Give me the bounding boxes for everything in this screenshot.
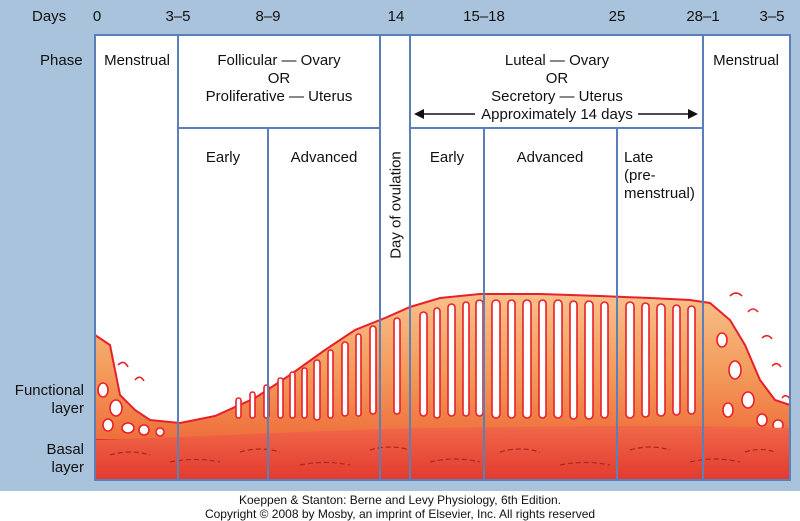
phase-follicular-line: Proliferative — Uterus	[205, 88, 353, 105]
functional-layer-label-line: layer	[51, 400, 84, 417]
phase-luteal-line: OR	[545, 70, 569, 87]
days-label: Days	[32, 8, 67, 25]
day-tick: 15–18	[463, 8, 505, 25]
phase-follicular: Follicular — Ovary OR Proliferative — Ut…	[206, 52, 353, 106]
phase-luteal-line: Secretory — Uterus	[491, 88, 623, 105]
day-tick: 8–9	[255, 8, 281, 25]
phase-luteal-duration: Approximately 14 days	[481, 106, 633, 123]
day-tick: 28–1	[686, 8, 720, 25]
fourteen-days-arrow	[414, 109, 698, 119]
day-tick: 0	[92, 8, 102, 25]
basal-layer-label-line: Basal	[46, 441, 84, 458]
subphase-luteal-late-line: (pre-	[624, 167, 656, 184]
endometrium-diagram	[94, 34, 791, 481]
day-tick: 14	[387, 8, 405, 25]
phase-grid	[94, 34, 791, 481]
phase-menstrual-right: Menstrual	[713, 52, 779, 69]
subphase-luteal-early: Early	[429, 149, 465, 166]
subphase-follicular-advanced: Advanced	[290, 149, 358, 166]
functional-layer-label-line: Functional	[14, 382, 84, 399]
subphase-follicular-early: Early	[205, 149, 241, 166]
phase-label: Phase	[40, 52, 83, 69]
copyright-line: Copyright © 2008 by Mosby, an imprint of…	[204, 507, 596, 521]
phase-follicular-line: OR	[267, 70, 291, 87]
day-tick: 25	[608, 8, 626, 25]
basal-layer-label: Basal layer	[46, 441, 84, 477]
subphase-luteal-advanced: Advanced	[516, 149, 584, 166]
uterine-glands	[97, 299, 784, 437]
day-tick: 3–5	[759, 8, 785, 25]
subphase-luteal-late-line: Late	[624, 149, 654, 166]
phase-ovulation: Day of ovulation	[387, 151, 405, 259]
phase-luteal: Luteal — Ovary OR Secretory — Uterus App…	[481, 52, 633, 124]
basal-glands	[109, 446, 776, 466]
phase-luteal-line: Luteal — Ovary	[504, 52, 610, 69]
citation-line: Koeppen & Stanton: Berne and Levy Physio…	[239, 493, 561, 507]
phase-menstrual-left: Menstrual	[104, 52, 170, 69]
phase-follicular-line: Follicular — Ovary	[217, 52, 341, 69]
basal-layer-label-line: layer	[51, 459, 84, 476]
subphase-luteal-late: Late (pre- menstrual)	[624, 149, 695, 203]
day-tick: 3–5	[165, 8, 191, 25]
subphase-luteal-late-line: menstrual)	[624, 185, 695, 202]
functional-layer-label: Functional layer	[15, 382, 84, 418]
